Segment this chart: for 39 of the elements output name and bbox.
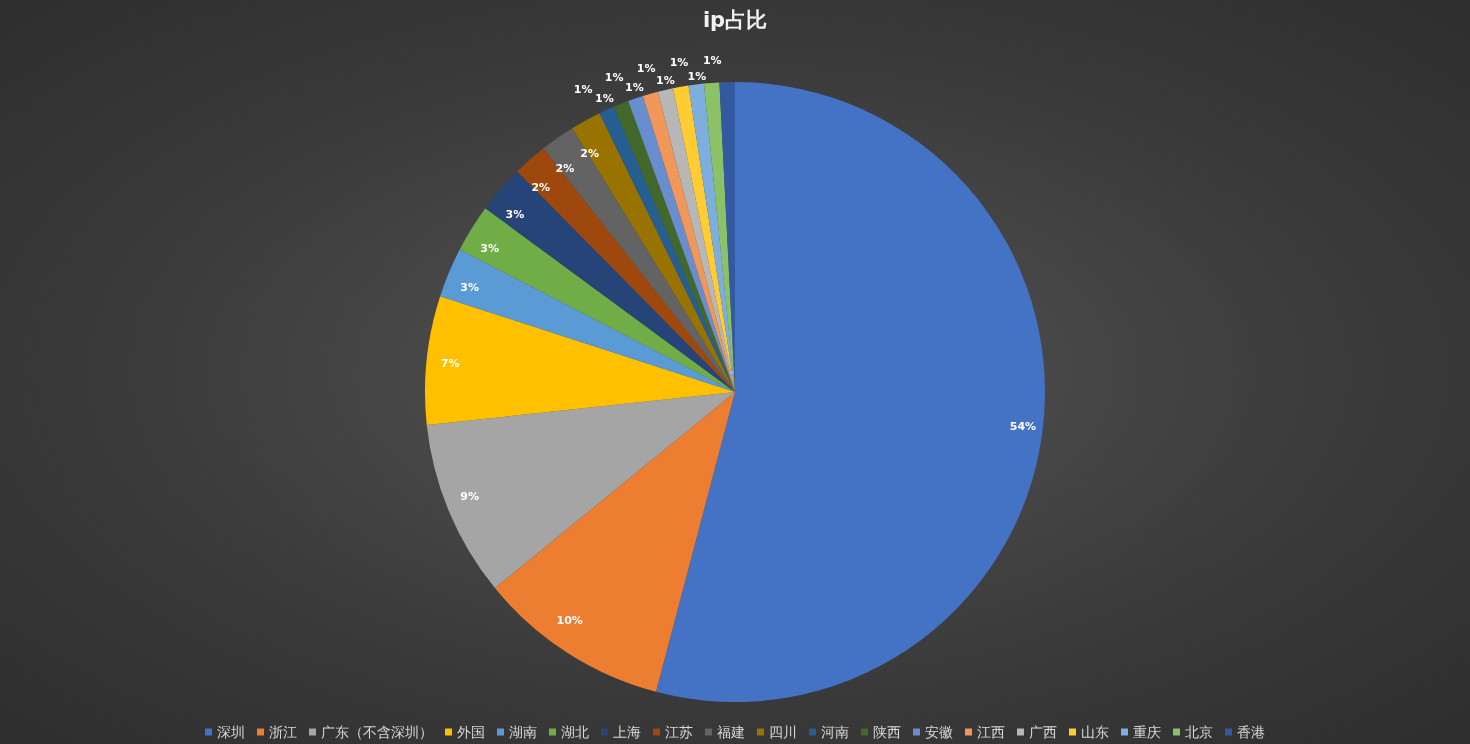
data-label: 1% — [702, 53, 722, 67]
legend-label: 河南 — [821, 724, 849, 740]
data-label: 1% — [604, 71, 624, 85]
data-label: 1% — [656, 74, 675, 88]
data-label: 1% — [687, 70, 707, 84]
legend-label: 湖南 — [509, 724, 537, 740]
legend-label: 福建 — [717, 724, 745, 740]
legend-label: 陕西 — [873, 724, 901, 740]
data-label: 3% — [480, 241, 499, 255]
data-label: 1% — [669, 56, 689, 70]
legend-label: 广东（不含深圳） — [321, 724, 433, 740]
data-label: 1% — [636, 61, 656, 75]
data-label: 1% — [594, 91, 614, 105]
legend-label: 四川 — [769, 724, 797, 740]
legend-label: 江西 — [977, 724, 1005, 740]
legend-label: 北京 — [1185, 724, 1213, 740]
legend-label: 深圳 — [217, 724, 245, 740]
data-label: 54% — [1009, 420, 1037, 434]
legend-label: 广西 — [1029, 724, 1057, 740]
legend-label: 香港 — [1237, 724, 1265, 740]
legend-label: 湖北 — [561, 724, 589, 740]
data-label: 7% — [440, 357, 460, 371]
data-label: 1% — [573, 83, 593, 97]
data-label: 3% — [460, 280, 480, 294]
legend-label: 山东 — [1081, 724, 1109, 740]
data-label: 3% — [505, 207, 525, 221]
legend-label: 外国 — [457, 724, 485, 740]
data-label: 9% — [460, 490, 480, 504]
legend-label: 浙江 — [269, 724, 297, 740]
legend-label: 江苏 — [665, 724, 693, 740]
legend-label: 上海 — [613, 724, 641, 740]
chart-title: ip占比 — [702, 7, 768, 32]
data-label: 1% — [625, 81, 644, 95]
data-label: 10% — [556, 614, 583, 628]
data-label: 2% — [531, 181, 551, 195]
data-label: 2% — [580, 147, 599, 161]
data-label: 2% — [555, 162, 575, 176]
legend-label: 重庆 — [1133, 724, 1161, 740]
legend-label: 安徽 — [925, 724, 953, 740]
